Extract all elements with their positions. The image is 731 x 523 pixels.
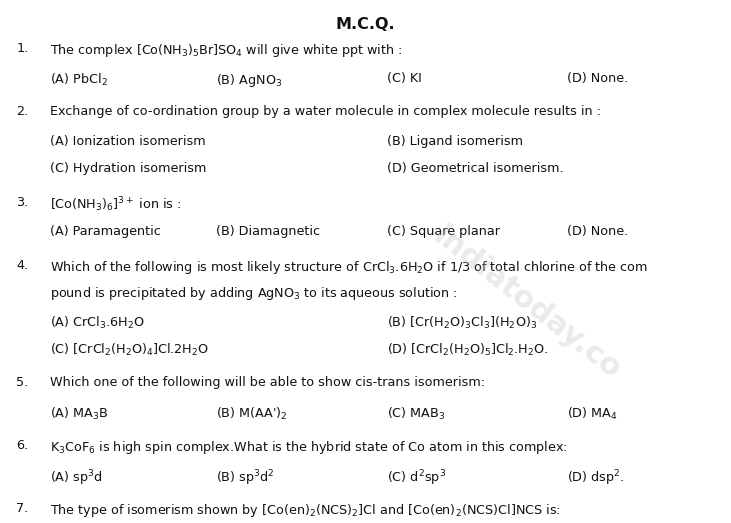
Text: 4.: 4. [16, 259, 29, 272]
Text: (D) Geometrical isomerism.: (D) Geometrical isomerism. [387, 162, 564, 175]
Text: The type of isomerism shown by [Co(en)$_2$(NCS)$_2$]Cl and [Co(en)$_2$(NCS)Cl]NC: The type of isomerism shown by [Co(en)$_… [50, 502, 561, 519]
Text: (C) d$^2$sp$^3$: (C) d$^2$sp$^3$ [387, 469, 447, 488]
Text: (B) Ligand isomerism: (B) Ligand isomerism [387, 135, 523, 148]
Text: 1.: 1. [16, 42, 29, 55]
Text: (C) KI: (C) KI [387, 72, 423, 85]
Text: (D) None.: (D) None. [567, 72, 628, 85]
Text: (A) MA$_3$B: (A) MA$_3$B [50, 405, 108, 422]
Text: 3.: 3. [16, 196, 29, 209]
Text: 6.: 6. [16, 439, 29, 452]
Text: (B) M(AA')$_2$: (B) M(AA')$_2$ [216, 405, 287, 422]
Text: Exchange of co-ordination group by a water molecule in complex molecule results : Exchange of co-ordination group by a wat… [50, 105, 601, 118]
Text: 2.: 2. [16, 105, 29, 118]
Text: (A) Ionization isomerism: (A) Ionization isomerism [50, 135, 205, 148]
Text: (B) Diamagnetic: (B) Diamagnetic [216, 225, 319, 238]
Text: (C) Hydration isomerism: (C) Hydration isomerism [50, 162, 206, 175]
Text: 5.: 5. [16, 376, 29, 389]
Text: (A) PbCl$_2$: (A) PbCl$_2$ [50, 72, 107, 88]
Text: (C) MAB$_3$: (C) MAB$_3$ [387, 405, 446, 422]
Text: K$_3$CoF$_6$ is high spin complex.What is the hybrid state of Co atom in this co: K$_3$CoF$_6$ is high spin complex.What i… [50, 439, 567, 456]
Text: M.C.Q.: M.C.Q. [336, 17, 395, 32]
Text: (D) None.: (D) None. [567, 225, 628, 238]
Text: (A) sp$^3$d: (A) sp$^3$d [50, 469, 102, 488]
Text: (D) dsp$^2$.: (D) dsp$^2$. [567, 469, 624, 488]
Text: (D) [CrCl$_2$(H$_2$O)$_5$]Cl$_2$.H$_2$O.: (D) [CrCl$_2$(H$_2$O)$_5$]Cl$_2$.H$_2$O. [387, 342, 548, 358]
Text: indiatoday.co: indiatoday.co [427, 221, 626, 385]
Text: Which one of the following will be able to show cis-trans isomerism:: Which one of the following will be able … [50, 376, 485, 389]
Text: (B) AgNO$_3$: (B) AgNO$_3$ [216, 72, 282, 89]
Text: (A) CrCl$_3$.6H$_2$O: (A) CrCl$_3$.6H$_2$O [50, 315, 145, 331]
Text: (D) MA$_4$: (D) MA$_4$ [567, 405, 618, 422]
Text: The complex [Co(NH$_3$)$_5$Br]SO$_4$ will give white ppt with :: The complex [Co(NH$_3$)$_5$Br]SO$_4$ wil… [50, 42, 402, 59]
Text: [Co(NH$_3$)$_6$]$^{3+}$ ion is :: [Co(NH$_3$)$_6$]$^{3+}$ ion is : [50, 196, 181, 214]
Text: 7.: 7. [16, 502, 29, 515]
Text: (B) sp$^3$d$^2$: (B) sp$^3$d$^2$ [216, 469, 274, 488]
Text: (C) [CrCl$_2$(H$_2$O)$_4$]Cl.2H$_2$O: (C) [CrCl$_2$(H$_2$O)$_4$]Cl.2H$_2$O [50, 342, 208, 358]
Text: (B) [Cr(H$_2$O)$_3$Cl$_3$](H$_2$O)$_3$: (B) [Cr(H$_2$O)$_3$Cl$_3$](H$_2$O)$_3$ [387, 315, 537, 331]
Text: pound is precipitated by adding AgNO$_3$ to its aqueous solution :: pound is precipitated by adding AgNO$_3$… [50, 285, 458, 302]
Text: (A) Paramagentic: (A) Paramagentic [50, 225, 161, 238]
Text: Which of the following is most likely structure of CrCl$_3$.6H$_2$O if 1/3 of to: Which of the following is most likely st… [50, 259, 648, 276]
Text: (C) Square planar: (C) Square planar [387, 225, 501, 238]
